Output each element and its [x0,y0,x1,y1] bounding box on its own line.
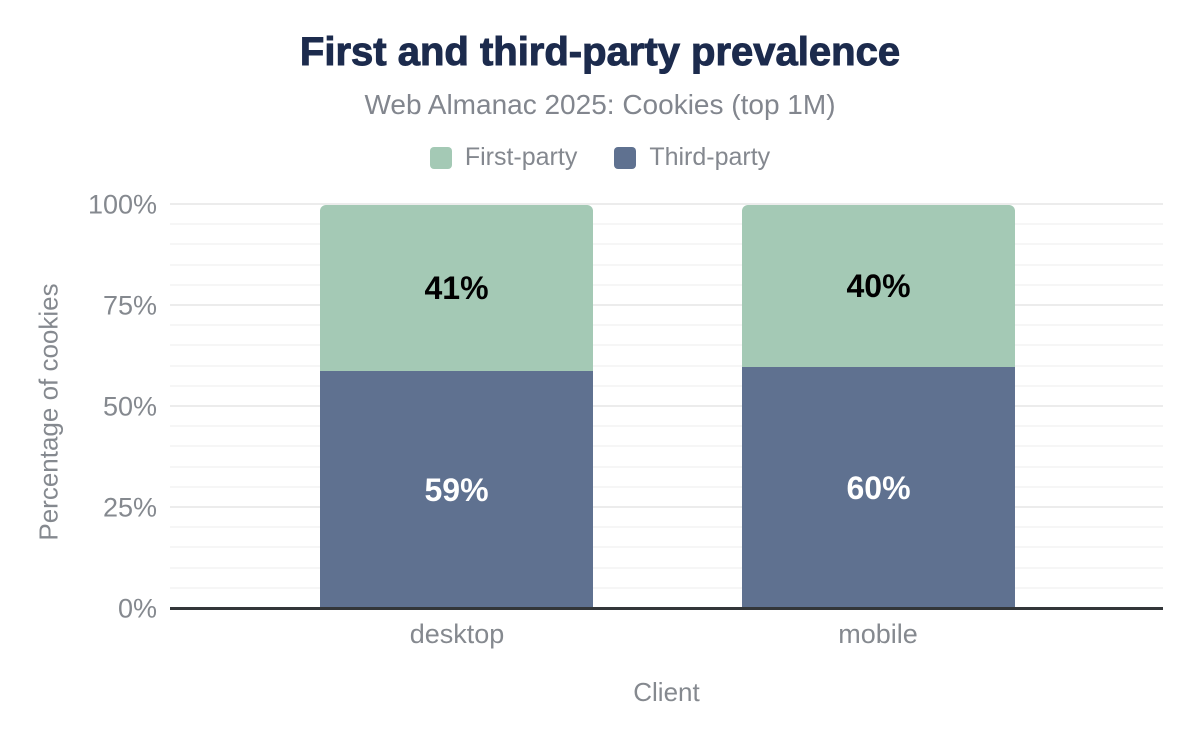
gridline [170,526,1163,529]
legend-label-first-party: First-party [464,143,578,171]
gridline [170,546,1163,549]
legend-item-first-party: First-party [429,143,578,172]
gridline [170,506,1163,508]
gridline [170,243,1163,246]
y-tick-labels: 0% 25% 50% 75% 100% [0,191,157,622]
x-tick-mobile: mobile [838,619,918,649]
x-axis-title: Client [633,677,700,707]
gridline [170,425,1163,428]
bar-desktop: 59% 41% [320,205,593,609]
gridline [170,263,1163,266]
bar-segment-first-party[interactable]: 40% [742,205,1015,367]
bar-segment-third-party[interactable]: 59% [320,370,593,609]
third-party-swatch [614,146,637,169]
bar-value-label: 40% [846,267,911,304]
bar-segment-third-party[interactable]: 60% [742,366,1015,609]
first-party-swatch [429,146,452,169]
gridline [170,283,1163,286]
gridline [170,405,1163,407]
x-tick-desktop: desktop [409,619,505,649]
bar-mobile: 60% 40% [742,205,1015,609]
gridline [170,566,1163,569]
gridline [170,384,1163,387]
legend-item-third-party: Third-party [614,143,770,172]
y-tick-label: 50% [102,391,157,422]
plot-area: 59% 41% 60% 40% [170,203,1163,610]
bar-segment-first-party[interactable]: 41% [320,205,593,371]
bar-value-label: 60% [846,469,911,506]
bar-value-label: 59% [424,471,489,508]
gridline [170,586,1163,589]
gridline [170,344,1163,347]
gridline [170,445,1163,448]
legend-label-third-party: Third-party [649,143,771,171]
gridline [170,324,1163,327]
y-tick-label: 75% [102,290,157,321]
y-tick-label: 25% [102,492,157,523]
gridline [170,203,1163,205]
gridline [170,485,1163,488]
gridline [170,465,1163,468]
legend: First-party Third-party [0,143,1200,172]
gridline [170,304,1163,306]
bar-value-label: 41% [424,269,489,306]
gridline [170,223,1163,226]
x-axis-line [170,607,1163,610]
chart-subtitle: Web Almanac 2025: Cookies (top 1M) [364,89,836,120]
chart-title: First and third-party prevalence [299,30,901,75]
gridline [170,364,1163,367]
y-tick-label: 100% [87,189,157,220]
y-tick-label: 0% [117,593,157,624]
